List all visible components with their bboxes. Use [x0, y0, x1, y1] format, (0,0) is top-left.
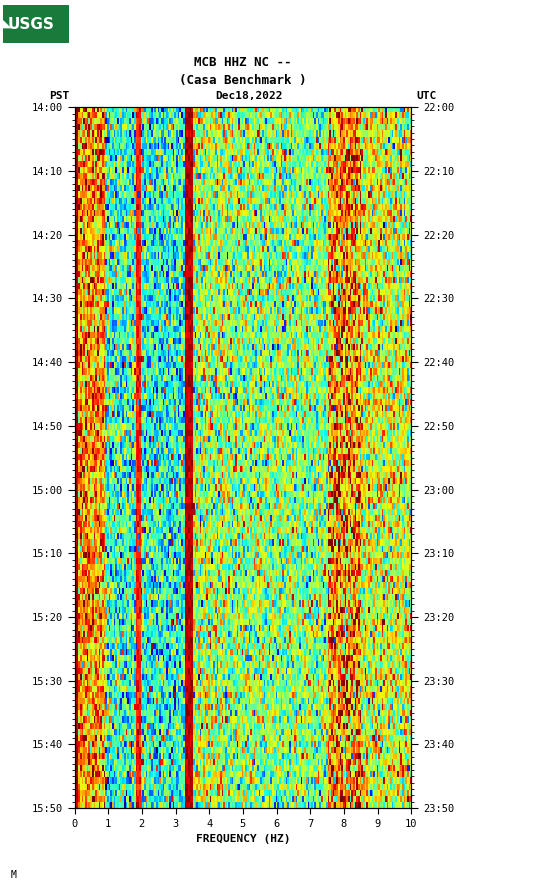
Text: UTC: UTC	[417, 90, 437, 101]
Text: MCB HHZ NC --: MCB HHZ NC --	[194, 56, 291, 69]
Text: (Casa Benchmark ): (Casa Benchmark )	[179, 74, 306, 87]
Text: Dec18,2022: Dec18,2022	[215, 90, 283, 101]
Text: M: M	[11, 870, 17, 880]
Text: USGS: USGS	[8, 17, 55, 31]
Text: PST: PST	[49, 90, 69, 101]
X-axis label: FREQUENCY (HZ): FREQUENCY (HZ)	[195, 834, 290, 844]
Text: ◣: ◣	[3, 19, 11, 29]
